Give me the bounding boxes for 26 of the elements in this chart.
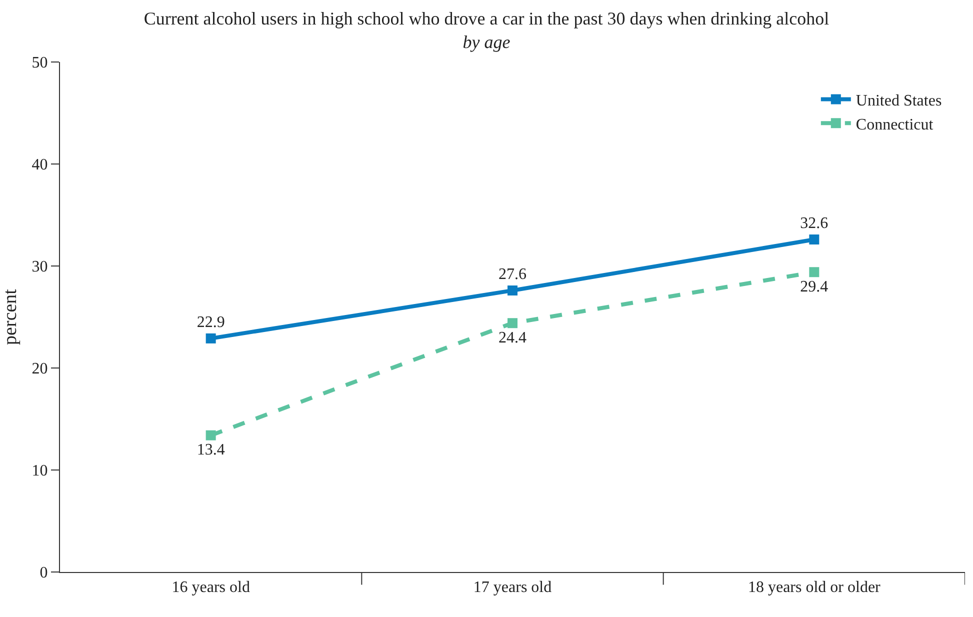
point [508, 318, 518, 328]
point [206, 333, 216, 344]
legend-label: Connecticut [856, 116, 934, 134]
chart-title: Current alcohol users in high school who drove a car in the past 30 days when drinking alcohol [144, 8, 830, 29]
y-tick-label: 10 [32, 462, 48, 480]
y-axis-title: percent [0, 288, 21, 345]
data-label: 13.4 [196, 442, 225, 459]
data-label: 29.4 [800, 278, 828, 296]
y-tick-label: 20 [32, 360, 48, 378]
y-tick-label: 50 [32, 54, 48, 72]
x-tick-label: 17 years old [473, 579, 552, 596]
point [809, 267, 820, 278]
y-tick-label: 0 [40, 564, 48, 582]
data-label: 27.6 [498, 266, 526, 284]
data-label: 32.6 [800, 215, 828, 232]
point [206, 430, 216, 440]
data-label: 24.4 [498, 329, 526, 346]
chart-subtitle: by age [462, 32, 510, 52]
y-tick-label: 40 [32, 156, 48, 174]
y-tick-label: 30 [32, 258, 48, 276]
data-label: 22.9 [196, 314, 225, 332]
legend-label: United States [856, 92, 942, 110]
point [809, 234, 820, 244]
x-tick-label: 16 years old [172, 579, 250, 596]
point [508, 285, 518, 296]
x-tick-label: 18 years old or older [748, 579, 882, 596]
